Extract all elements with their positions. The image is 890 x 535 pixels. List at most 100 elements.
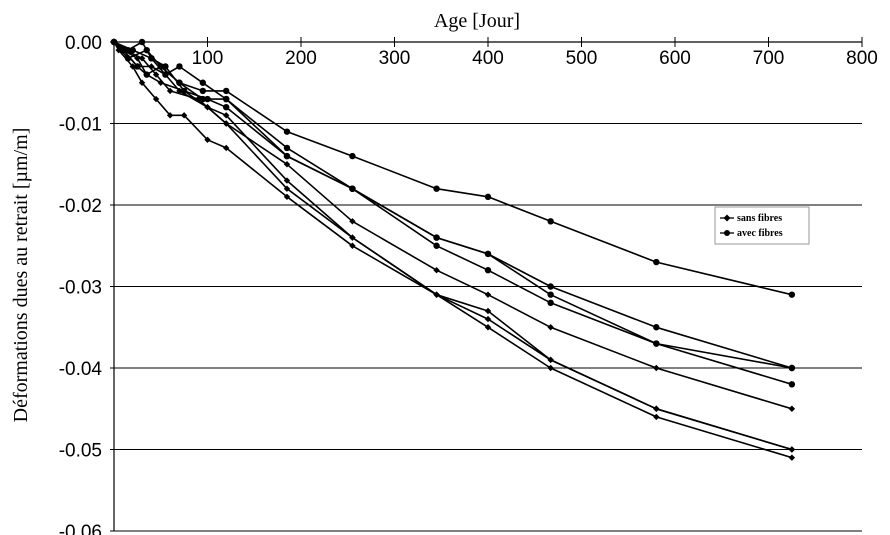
series-line <box>113 41 793 296</box>
y-tick-label: -0.04 <box>59 359 103 380</box>
series-sans-fibres-4 <box>110 38 796 412</box>
data-point-diamond <box>349 218 356 225</box>
data-point-diamond <box>283 193 291 201</box>
legend-label-avec-fibres: avec fibres <box>737 228 783 239</box>
data-point-circle <box>788 291 796 298</box>
series-avec-fibres-5 <box>110 38 796 298</box>
data-point-circle <box>283 152 291 160</box>
data-point-circle <box>223 87 230 95</box>
data-point-diamond <box>152 95 160 103</box>
data-point-diamond <box>166 112 174 119</box>
data-point-circle <box>148 55 155 62</box>
data-point-circle <box>653 340 660 347</box>
data-point-circle <box>283 144 291 152</box>
data-point-circle <box>484 193 492 201</box>
data-point-diamond <box>484 324 492 331</box>
data-point-circle <box>176 79 183 86</box>
data-point-diamond <box>152 71 160 78</box>
gridlines <box>114 123 862 532</box>
legend-label-sans-fibres: sans fibres <box>737 213 782 224</box>
x-axis-title: Age [Jour] <box>434 10 520 32</box>
y-tick-label: -0.01 <box>59 115 102 136</box>
series-line <box>113 41 793 459</box>
y-axis-title: Déformations dues au retrait [µm/m] <box>10 128 32 423</box>
data-point-circle <box>176 63 183 70</box>
legend-marker-diamond <box>723 214 731 222</box>
data-point-diamond <box>349 242 356 249</box>
data-point-circle <box>283 128 291 135</box>
data-point-circle <box>162 63 169 70</box>
x-tick-label: 400 <box>472 48 504 69</box>
legend: sans fibres avec fibres <box>714 206 810 245</box>
data-point-diamond <box>788 405 796 412</box>
data-point-diamond <box>653 405 660 412</box>
data-point-diamond <box>157 79 164 86</box>
y-tick-label: -0.03 <box>59 278 102 299</box>
data-point-circle <box>484 267 492 274</box>
data-point-diamond <box>115 46 122 54</box>
data-point-circle <box>349 185 356 192</box>
data-point-circle <box>223 95 230 103</box>
data-point-circle <box>547 283 554 290</box>
data-point-diamond <box>283 161 291 168</box>
data-point-diamond <box>223 120 230 127</box>
data-point-circle <box>110 38 118 46</box>
data-point-circle <box>433 242 440 249</box>
data-point-circle <box>433 185 440 192</box>
x-tick-label: 600 <box>659 48 691 69</box>
data-point-diamond <box>788 446 796 453</box>
data-point-diamond <box>138 55 146 62</box>
series-avec-fibres-8 <box>110 38 796 372</box>
data-point-diamond <box>788 454 796 461</box>
data-point-circle <box>788 381 796 388</box>
data-point-circle <box>349 152 356 160</box>
data-point-diamond <box>547 364 554 372</box>
x-tick-label: 300 <box>379 48 411 69</box>
series-line <box>113 41 793 410</box>
y-tick-label: -0.06 <box>59 522 102 535</box>
data-point-circle <box>129 46 136 54</box>
data-point-circle <box>788 364 796 372</box>
data-point-circle <box>124 55 132 62</box>
data-point-diamond <box>349 234 356 241</box>
y-tick-label: -0.02 <box>59 196 102 217</box>
data-point-circle <box>484 250 492 258</box>
data-point-circle <box>134 63 141 70</box>
data-point-circle <box>653 324 660 331</box>
data-point-diamond <box>484 307 492 315</box>
legend-marker-circle <box>724 230 730 236</box>
data-point-circle <box>138 38 146 46</box>
data-point-circle <box>547 291 554 298</box>
series-line <box>113 41 793 386</box>
data-point-diamond <box>204 136 211 143</box>
data-point-diamond <box>180 112 188 119</box>
data-point-diamond <box>223 112 230 119</box>
data-point-diamond <box>223 144 230 152</box>
axes: 0.00 -0.01 -0.02 -0.03 -0.04 -0.05 -0.06 100 200… <box>59 33 878 535</box>
data-point-circle <box>547 218 554 225</box>
data-point-diamond <box>547 356 554 364</box>
series-line <box>113 41 793 451</box>
data-point-circle <box>223 104 230 111</box>
data-point-circle <box>180 87 188 95</box>
data-point-circle <box>204 95 211 103</box>
data-point-diamond <box>433 267 440 274</box>
data-point-circle <box>199 79 207 86</box>
legend-box <box>714 206 810 245</box>
x-tick-label: 100 <box>192 48 224 69</box>
data-point-diamond <box>283 185 291 192</box>
data-point-diamond <box>138 79 146 86</box>
data-point-circle <box>433 234 440 241</box>
data-point-circle <box>143 71 150 78</box>
data-point-circle <box>199 87 207 95</box>
data-point-diamond <box>653 364 660 372</box>
x-tick-label: 800 <box>846 48 878 69</box>
data-point-diamond <box>166 87 174 95</box>
x-tick-label: 500 <box>566 48 598 69</box>
data-point-diamond <box>484 291 492 298</box>
data-point-diamond <box>547 324 554 331</box>
y-tick-label: -0.05 <box>59 441 102 462</box>
data-series <box>110 38 796 461</box>
data-point-diamond <box>433 291 440 298</box>
y-tick-label: 0.00 <box>65 33 102 54</box>
